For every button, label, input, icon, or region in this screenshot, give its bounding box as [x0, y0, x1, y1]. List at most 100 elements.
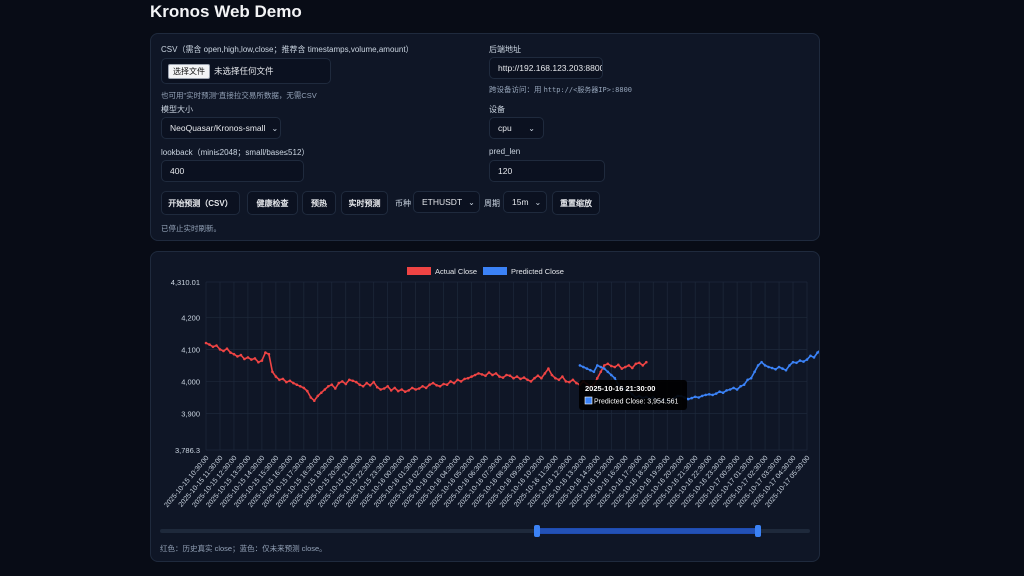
predicted-close-point — [809, 354, 812, 358]
warmup-button[interactable]: 预热 — [302, 191, 336, 215]
actual-close-point — [459, 380, 463, 383]
actual-close-point — [372, 380, 375, 384]
period-select[interactable]: 15m ⌄ — [503, 191, 547, 213]
choose-file-button[interactable]: 选择文件 — [168, 63, 210, 79]
actual-close-point — [260, 359, 264, 362]
tooltip-value: Predicted Close: 3,954.561 — [594, 399, 679, 406]
actual-close-point — [634, 362, 638, 366]
predicted-close-point — [791, 360, 795, 364]
actual-close-point — [365, 381, 368, 385]
chart-legend[interactable]: Actual Close Predicted Close — [407, 267, 564, 276]
chart-series — [204, 341, 868, 404]
actual-close-point — [274, 375, 278, 378]
actual-close-point — [501, 376, 505, 379]
predicted-close-point — [711, 393, 714, 397]
actual-close-point — [466, 376, 470, 380]
actual-close-point — [379, 388, 382, 391]
pred-len-input[interactable]: 120 — [489, 160, 605, 182]
actual-close-point — [508, 374, 512, 377]
predicted-close-point — [693, 395, 697, 399]
zoom-slider[interactable] — [160, 525, 810, 537]
actual-close-point — [218, 348, 222, 351]
actual-close-point — [470, 375, 473, 378]
y-axis: 4,310.01 4,200 4,100 4,000 3,900 3,786.3 — [171, 278, 200, 455]
actual-close-point — [229, 351, 232, 354]
actual-close-point — [613, 365, 617, 369]
actual-close-point — [543, 372, 547, 375]
backend-label: 后端地址 — [489, 45, 521, 54]
actual-close-point — [431, 381, 435, 385]
actual-close-point — [606, 362, 610, 366]
predicted-close-point — [610, 373, 613, 377]
cross-device-hint: 跨设备访问：用 http://<服务器IP>:8800 — [489, 84, 632, 95]
actual-close-point — [358, 383, 361, 386]
actual-close-point — [424, 386, 428, 390]
reset-zoom-button[interactable]: 重置缩放 — [552, 191, 600, 215]
model-select[interactable]: NeoQuasar/Kronos-small ⌄ — [161, 117, 281, 139]
actual-close-point — [641, 364, 645, 367]
predicted-close-point — [749, 376, 753, 380]
predicted-close-point — [802, 360, 805, 363]
predicted-close-point — [770, 366, 774, 370]
predicted-close-point — [760, 360, 763, 364]
predicted-close-point — [798, 359, 802, 362]
chevron-down-icon: ⌄ — [528, 123, 535, 133]
actual-close-point — [246, 356, 250, 359]
predicted-close-point — [589, 368, 592, 372]
actual-close-point — [299, 385, 302, 388]
lookback-input[interactable]: 400 — [161, 160, 304, 182]
predicted-close-point — [735, 388, 739, 391]
actual-close-point — [236, 355, 239, 358]
actual-close-point — [536, 374, 540, 377]
actual-close-point — [522, 376, 526, 379]
actual-close-point — [557, 378, 561, 382]
device-select[interactable]: cpu ⌄ — [489, 117, 544, 139]
predicted-close-point — [599, 365, 603, 369]
actual-close-point — [337, 381, 341, 385]
actual-close-point — [375, 385, 379, 389]
actual-close-point — [386, 385, 389, 388]
predicted-close-point — [592, 370, 596, 374]
realtime-predict-button[interactable]: 实时预测 — [341, 191, 388, 215]
csv-file-input[interactable]: 选择文件 未选择任何文件 — [161, 58, 331, 84]
chart-panel: 4,310.01 4,200 4,100 4,000 3,900 3,786.3 2025… — [150, 251, 868, 562]
actual-close-point — [620, 367, 624, 370]
predicted-close-point — [728, 388, 732, 391]
health-check-button[interactable]: 健康检查 — [247, 191, 298, 215]
chevron-down-icon: ⌄ — [468, 197, 475, 207]
actual-close-point — [414, 388, 418, 391]
predicted-close-point — [805, 358, 809, 361]
backend-url-input[interactable]: http://192.168.123.203:8800 — [489, 57, 603, 79]
predicted-close-point — [725, 389, 728, 392]
legend-swatch-actual — [407, 267, 431, 275]
actual-close-point — [215, 344, 218, 347]
actual-close-point — [320, 391, 323, 394]
actual-close-point — [526, 378, 529, 382]
predicted-close-point — [596, 364, 599, 367]
start-predict-csv-button[interactable]: 开始预测（CSV） — [161, 191, 240, 215]
predicted-close-point — [578, 364, 582, 367]
actual-close-point — [631, 366, 634, 370]
actual-close-point — [421, 385, 424, 388]
price-chart[interactable]: 4,310.01 4,200 4,100 4,000 3,900 3,786.3 2025… — [151, 252, 868, 561]
predicted-close-point — [784, 368, 788, 372]
actual-close-point — [617, 363, 620, 367]
tooltip-title: 2025-10-16 21:30:00 — [585, 384, 655, 393]
lookback-label: lookback（mini≤2048；small/base≤512） — [161, 148, 310, 157]
predicted-close-point — [707, 393, 711, 396]
actual-close-point — [515, 375, 519, 378]
actual-close-point — [334, 387, 337, 390]
predicted-close-point — [714, 392, 718, 395]
predicted-close-point — [582, 365, 585, 369]
symbol-select[interactable]: ETHUSDT ⌄ — [413, 191, 480, 213]
actual-close-point — [393, 386, 396, 390]
actual-close-point — [309, 396, 313, 399]
model-label: 模型大小 — [161, 105, 193, 114]
actual-close-point — [638, 361, 641, 365]
predicted-close-point — [788, 364, 791, 367]
actual-close-point — [382, 387, 386, 390]
actual-close-point — [330, 383, 334, 386]
actual-close-point — [292, 381, 295, 385]
chart-note: 红色：历史真实 close；蓝色：仅未来预测 close。 — [160, 544, 327, 553]
status-text: 已停止实时刷新。 — [161, 224, 221, 233]
